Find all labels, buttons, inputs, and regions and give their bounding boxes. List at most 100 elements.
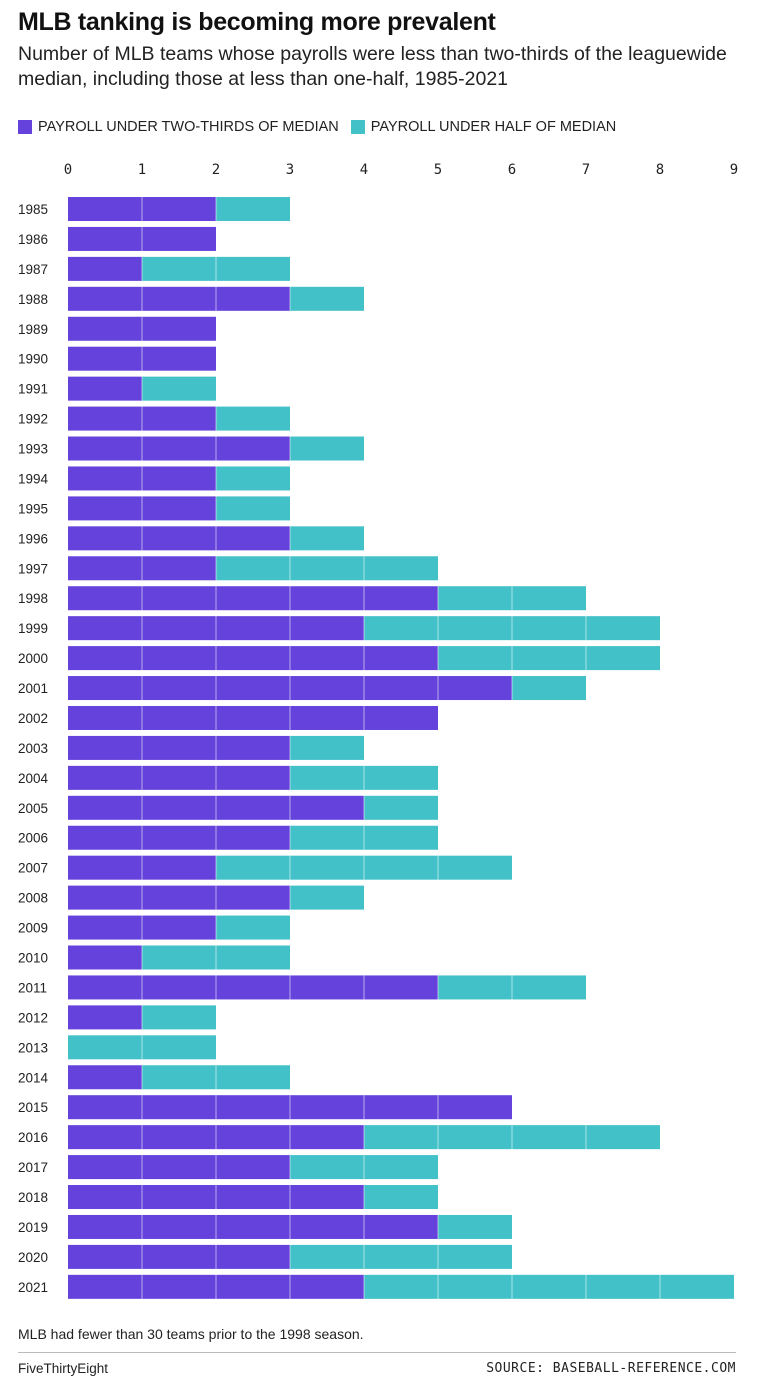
legend-label-two-thirds: PAYROLL UNDER TWO-THIRDS OF MEDIAN: [38, 119, 339, 135]
bar-two-thirds: [68, 885, 290, 910]
y-tick-label: 1996: [18, 531, 48, 546]
bar-half: [216, 496, 290, 521]
chart-subtitle: Number of MLB teams whose payrolls were …: [18, 43, 727, 90]
brand-label: FiveThirtyEight: [18, 1361, 109, 1376]
y-tick-label: 1997: [18, 561, 48, 576]
y-tick-label: 2002: [18, 711, 48, 726]
bar-two-thirds: [68, 765, 290, 790]
bar-half: [216, 197, 290, 221]
y-tick-label: 1991: [18, 382, 48, 397]
bar-half: [290, 286, 364, 311]
y-tick-label: 1986: [18, 232, 48, 247]
y-tick-label: 2020: [18, 1250, 48, 1265]
legend-label-half: PAYROLL UNDER HALF OF MEDIAN: [370, 119, 617, 135]
bar-half: [290, 1244, 512, 1269]
y-tick-label: 2019: [18, 1220, 48, 1235]
bar-half: [216, 406, 290, 431]
bar-two-thirds: [68, 1244, 290, 1269]
y-tick-label: 2001: [18, 681, 48, 696]
x-tick-label: 7: [582, 162, 590, 178]
bar-two-thirds: [68, 286, 290, 311]
x-tick-label: 2: [212, 162, 220, 178]
y-tick-label: 2005: [18, 801, 48, 816]
bar-two-thirds: [68, 646, 438, 671]
bar-two-thirds: [68, 825, 290, 850]
y-tick-label: 2015: [18, 1100, 48, 1115]
x-tick-label: 4: [360, 162, 368, 178]
x-tick-label: 9: [730, 162, 738, 178]
bar-two-thirds: [68, 526, 290, 551]
y-tick-label: 1994: [18, 471, 49, 486]
y-tick-label: 2000: [18, 651, 48, 666]
bar-two-thirds: [68, 975, 438, 1000]
y-tick-label: 2008: [18, 891, 48, 906]
bar-two-thirds: [68, 1005, 142, 1030]
bar-half: [364, 795, 438, 820]
bar-two-thirds: [68, 735, 290, 760]
bar-two-thirds: [68, 1065, 142, 1090]
bar-half: [142, 376, 216, 401]
legend-item-half: PAYROLL UNDER HALF OF MEDIAN: [350, 119, 617, 135]
legend-swatch-half: [350, 120, 365, 134]
source-label: SOURCE: BASEBALL-REFERENCE.COM: [486, 1361, 736, 1376]
y-tick-label: 1992: [18, 412, 48, 427]
bar-half: [438, 646, 660, 671]
bar-half: [512, 676, 586, 701]
legend: PAYROLL UNDER TWO-THIRDS OF MEDIAN PAYRO…: [18, 119, 628, 135]
x-tick-label: 5: [434, 162, 442, 178]
y-tick-label: 1995: [18, 501, 48, 516]
y-tick-label: 2013: [18, 1040, 48, 1055]
y-tick-label: 2006: [18, 831, 48, 846]
x-tick-label: 8: [656, 162, 664, 178]
y-tick-label: 2007: [18, 861, 48, 876]
y-tick-label: 1999: [18, 621, 48, 636]
x-tick-label: 1: [138, 162, 146, 178]
bar-two-thirds: [68, 586, 438, 611]
x-tick-label: 0: [64, 162, 72, 178]
bar-half: [290, 526, 364, 551]
bar-half: [142, 1005, 216, 1030]
bar-half: [216, 466, 290, 491]
y-tick-label: 1989: [18, 322, 48, 337]
y-tick-label: 1987: [18, 262, 48, 277]
y-tick-label: 1990: [18, 352, 48, 367]
bar-two-thirds: [68, 376, 142, 401]
y-tick-label: 2011: [18, 980, 47, 995]
y-tick-label: 1993: [18, 442, 48, 457]
y-tick-label: 2012: [18, 1010, 48, 1025]
bar-half: [290, 436, 364, 461]
x-tick-label: 6: [508, 162, 516, 178]
y-tick-label: 1998: [18, 591, 48, 606]
y-tick-label: 1985: [18, 202, 48, 217]
y-tick-label: 2003: [18, 741, 48, 756]
bar-half: [290, 885, 364, 910]
bar-half: [216, 556, 438, 581]
footnote: MLB had fewer than 30 teams prior to the…: [18, 1326, 364, 1342]
bar-two-thirds: [68, 1155, 290, 1180]
y-tick-label: 2021: [18, 1280, 48, 1295]
bar-half: [216, 915, 290, 940]
bar-half: [438, 1214, 512, 1239]
bar-half: [290, 735, 364, 760]
bar-two-thirds: [68, 1214, 438, 1239]
legend-item-two-thirds: PAYROLL UNDER TWO-THIRDS OF MEDIAN: [18, 119, 339, 135]
x-tick-label: 3: [286, 162, 294, 178]
bar-two-thirds: [68, 436, 290, 461]
bar-half: [364, 1185, 438, 1210]
bar-two-thirds: [68, 705, 438, 730]
chart-title: MLB tanking is becoming more prevalent: [18, 8, 496, 36]
bar-two-thirds: [68, 945, 142, 970]
y-tick-label: 2004: [18, 771, 49, 786]
bar-half: [364, 1274, 734, 1299]
y-tick-label: 2010: [18, 951, 48, 966]
y-tick-label: 2017: [18, 1160, 48, 1175]
y-tick-label: 2018: [18, 1190, 48, 1205]
footer-divider: [18, 1352, 736, 1353]
bar-two-thirds: [68, 256, 142, 281]
y-tick-label: 1988: [18, 292, 48, 307]
legend-swatch-two-thirds: [18, 120, 32, 134]
bar-chart: 0 1 2 3 4 5 6 7 8 9 1985 1986 1987 1988 1989 1990 1991 19…: [18, 162, 738, 1299]
y-tick-label: 2014: [18, 1070, 49, 1085]
y-tick-label: 2016: [18, 1130, 48, 1145]
y-tick-label: 2009: [18, 921, 48, 936]
